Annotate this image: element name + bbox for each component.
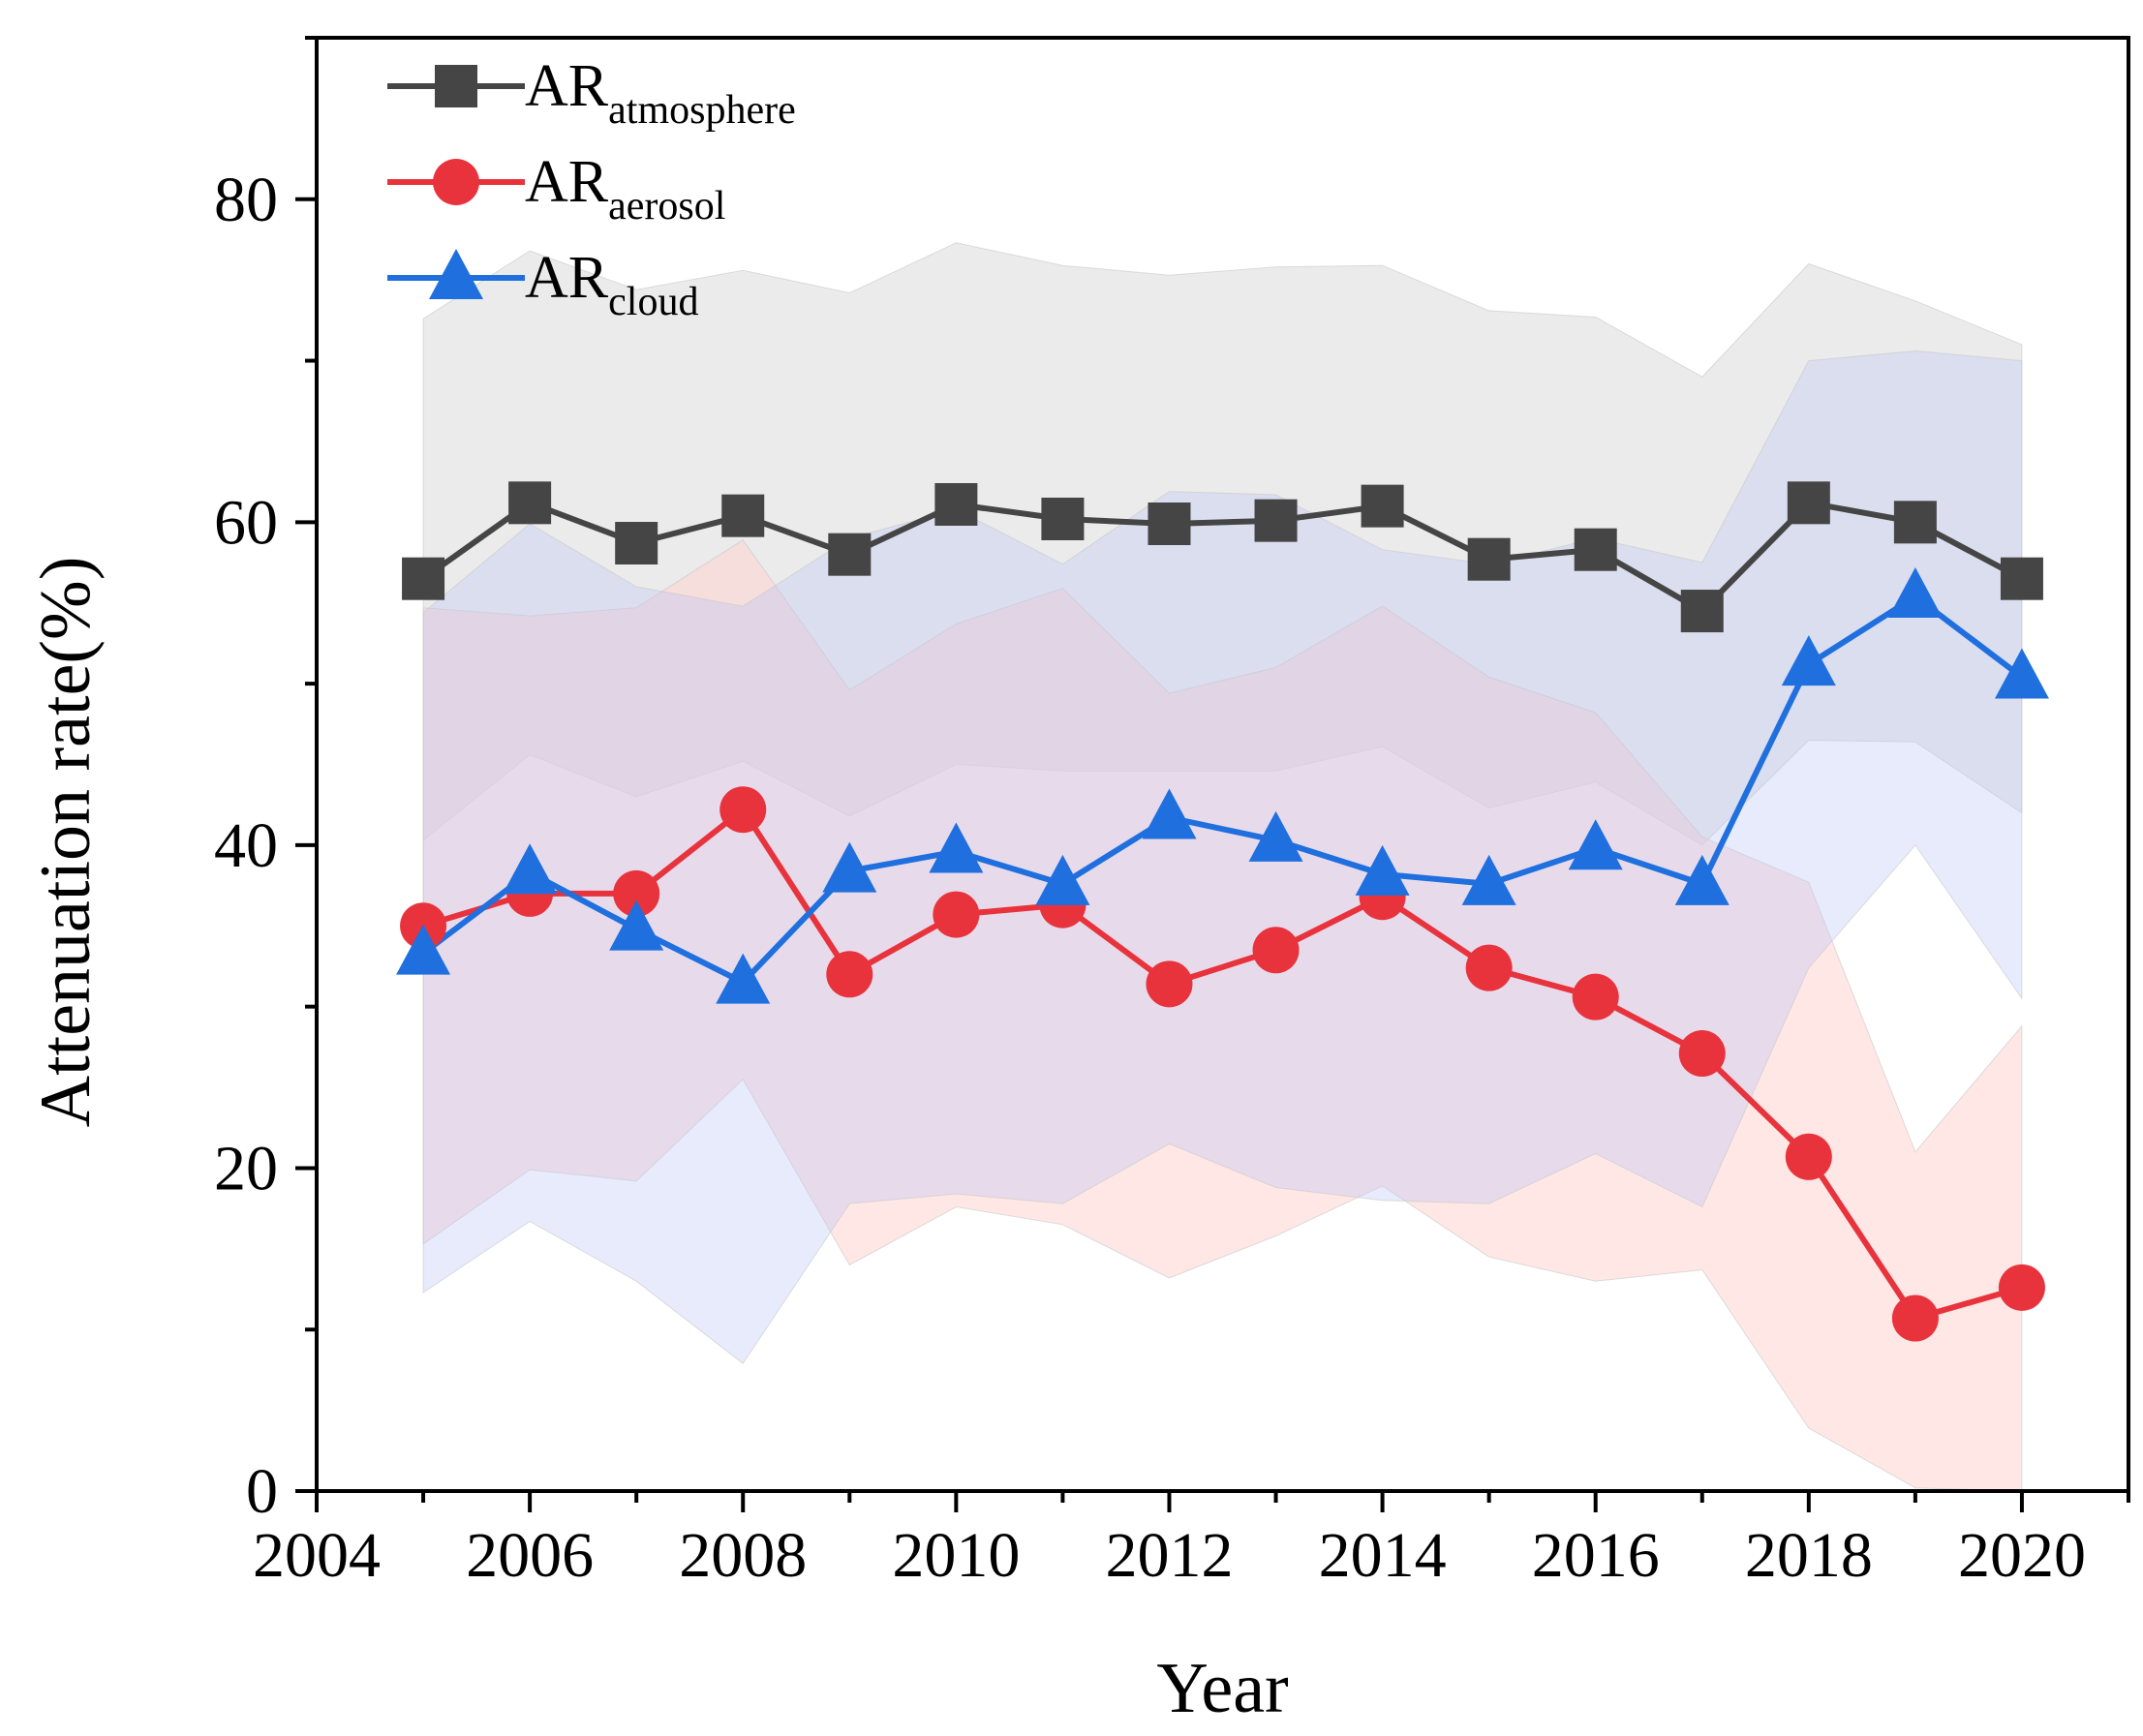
point-cloud-2009 [822,841,877,893]
point-atmosphere-2010 [934,482,978,526]
point-cloud-2016 [1568,819,1623,870]
point-atmosphere-2006 [508,481,552,525]
legend-item-atmosphere: ARatmosphere [387,53,796,133]
point-cloud-2007 [609,899,664,951]
point-atmosphere-2008 [721,494,765,537]
point-aerosol-2007 [613,869,660,917]
y-tick-label-40: 40 [214,810,278,881]
point-cloud-2014 [1355,844,1410,896]
legend-label-aerosol: ARaerosol [525,149,725,228]
point-aerosol-2020 [1998,1264,2045,1311]
point-cloud-2013 [1248,810,1303,862]
legend-item-aerosol: ARaerosol [387,149,725,228]
x-tick-label-2006: 2006 [466,1520,594,1591]
confidence-bands [422,242,2023,1492]
point-atmosphere-2009 [828,533,872,576]
point-cloud-2015 [1461,854,1516,905]
point-atmosphere-2018 [1787,481,1830,525]
point-cloud-2017 [1674,854,1730,905]
point-aerosol-2010 [933,891,980,938]
plot-area-frame [315,36,2130,1493]
series-markers [396,481,2049,1342]
point-aerosol-2015 [1465,944,1513,991]
y-tick-label-80: 80 [214,165,278,235]
point-atmosphere-2007 [615,522,658,565]
y-tick-label-60: 60 [214,487,278,558]
legend-marker-aerosol [433,159,479,205]
point-atmosphere-2020 [2000,557,2043,600]
x-tick-label-2008: 2008 [679,1520,807,1591]
point-atmosphere-2013 [1254,499,1298,542]
x-tick-label-2004: 2004 [253,1520,381,1591]
series-lines [421,500,2024,1322]
legend-item-cloud: ARcloud [387,245,698,324]
point-cloud-2010 [929,822,984,873]
point-cloud-2020 [1994,648,2049,699]
point-cloud-2005 [396,924,451,975]
point-atmosphere-2016 [1574,528,1617,571]
x-tick-label-2020: 2020 [1958,1520,2086,1591]
point-cloud-2019 [1887,567,1943,619]
x-axis: 2004 2006 2008 2010 2012 2014 2016 2018 2020 [253,1491,2130,1591]
x-axis-title: Year [1156,1649,1288,1728]
x-tick-label-2014: 2014 [1319,1520,1447,1591]
point-cloud-2012 [1142,788,1197,839]
point-aerosol-2012 [1146,960,1193,1008]
point-atmosphere-2011 [1041,497,1085,540]
x-tick-label-2010: 2010 [892,1520,1020,1591]
point-atmosphere-2012 [1148,503,1191,546]
point-aerosol-2019 [1891,1294,1939,1342]
point-cloud-2011 [1035,854,1090,905]
x-tick-label-2018: 2018 [1745,1520,1873,1591]
point-atmosphere-2019 [1893,501,1937,544]
legend-marker-cloud [429,249,483,299]
legend-label-atmosphere: ARatmosphere [525,53,796,133]
x-tick-label-2016: 2016 [1532,1520,1660,1591]
point-atmosphere-2014 [1361,484,1404,528]
legend: ARatmosphere ARaerosol ARcloud [387,53,796,324]
point-cloud-2008 [716,953,771,1004]
legend-label-cloud: ARcloud [525,245,698,324]
y-axis-title: Attenuation rate(%) [26,557,106,1128]
point-atmosphere-2017 [1680,590,1724,633]
y-tick-label-0: 0 [246,1456,278,1527]
line-atmosphere [421,500,2024,615]
y-tick-label-20: 20 [214,1133,278,1203]
y-axis: 0 20 40 60 80 [214,36,317,1527]
point-cloud-2018 [1781,635,1836,686]
point-aerosol-2013 [1252,927,1300,974]
point-aerosol-2017 [1678,1030,1726,1078]
point-cloud-2006 [503,843,558,895]
point-aerosol-2009 [826,951,873,998]
point-atmosphere-2005 [402,557,445,600]
point-aerosol-2018 [1785,1133,1832,1180]
legend-marker-atmosphere [435,65,477,107]
band-cloud [422,350,2023,1364]
point-aerosol-2008 [719,786,767,834]
point-aerosol-2016 [1572,973,1619,1020]
line-cloud [421,594,2024,986]
line-aerosol [422,807,2023,1322]
point-atmosphere-2015 [1467,537,1511,581]
x-tick-label-2012: 2012 [1105,1520,1233,1591]
